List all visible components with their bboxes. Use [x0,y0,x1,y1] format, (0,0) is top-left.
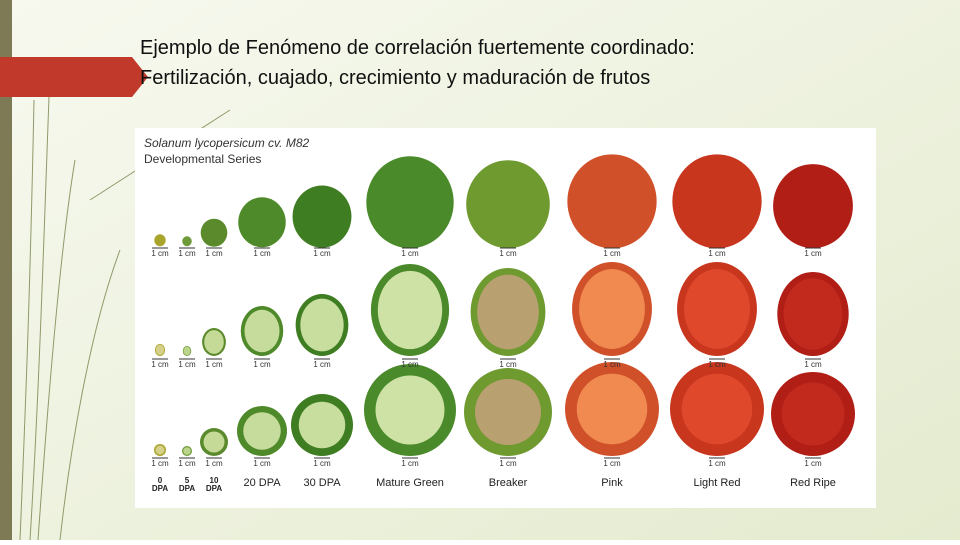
cross-section-flesh [375,375,445,445]
scale-label: 1 cm [205,459,223,468]
whole-fruit [182,236,192,247]
stage-label: DPA [152,484,169,493]
long-section-flesh [204,330,224,354]
scale-label: 1 cm [401,459,419,468]
scale-label: 1 cm [313,459,331,468]
long-section-flesh [183,346,191,356]
scale-label: 1 cm [708,249,726,258]
accent-arrow [0,57,148,97]
scale-label: 1 cm [205,249,223,258]
stage-label: DPA [206,484,223,493]
scale-label: 1 cm [253,249,271,258]
long-section-flesh [579,269,645,349]
title-line: Fertilización, cuajado, crecimiento y ma… [140,67,650,89]
figure-caption: Developmental Series [144,152,261,166]
stage-label: Red Ripe [790,477,836,489]
scale-label: 1 cm [804,360,822,369]
whole-fruit [292,185,352,248]
cross-section-flesh [298,401,346,449]
long-section-flesh [377,270,443,350]
cross-section-flesh [183,447,191,455]
scale-label: 1 cm [253,459,271,468]
long-section-flesh [684,269,750,349]
scale-label: 1 cm [499,360,517,369]
whole-fruit [238,197,286,248]
whole-fruit [773,164,853,249]
scale-label: 1 cm [151,249,169,258]
scale-label: 1 cm [151,360,169,369]
stage-label: Mature Green [376,477,444,489]
stage-label: 5 [185,476,190,485]
stage-label: DPA [179,484,196,493]
scale-label: 1 cm [499,249,517,258]
long-section-flesh [783,278,843,350]
stage-label: 0 [158,476,163,485]
stage-label: Pink [601,477,623,489]
cross-section-flesh [243,412,281,450]
whole-fruit [200,218,228,247]
stage-label: 30 DPA [303,477,341,489]
whole-fruit [154,234,166,247]
cross-section-flesh [475,379,541,445]
stage-label: Light Red [693,477,740,489]
whole-fruit [366,156,454,249]
cross-section-flesh [576,373,648,445]
scale-label: 1 cm [804,249,822,258]
scale-label: 1 cm [205,360,223,369]
stage-label: Breaker [489,477,528,489]
scale-label: 1 cm [313,249,331,258]
scale-label: 1 cm [178,360,196,369]
scale-label: 1 cm [253,360,271,369]
whole-fruit [567,154,657,249]
left-bar [0,0,12,540]
scale-label: 1 cm [603,249,621,258]
stage-label: 20 DPA [243,477,281,489]
title-line: Ejemplo de Fenómeno de correlación fuert… [140,37,695,59]
long-section-flesh [300,298,344,352]
cross-section-flesh [203,431,225,453]
scale-label: 1 cm [708,459,726,468]
whole-fruit [466,160,550,249]
whole-fruit [672,154,762,249]
scale-label: 1 cm [401,360,419,369]
scale-label: 1 cm [178,249,196,258]
scale-label: 1 cm [178,459,196,468]
decor-lines [19,69,231,541]
scale-label: 1 cm [804,459,822,468]
scale-label: 1 cm [603,459,621,468]
long-section-flesh [155,344,165,356]
scale-label: 1 cm [708,360,726,369]
scale-label: 1 cm [603,360,621,369]
long-section-flesh [477,274,539,350]
scale-label: 1 cm [499,459,517,468]
long-section-flesh [244,309,280,353]
scale-label: 1 cm [313,360,331,369]
stage-label: 10 [210,476,219,485]
cross-section-flesh [781,382,845,446]
scale-label: 1 cm [151,459,169,468]
cross-section-flesh [681,373,753,445]
scale-label: 1 cm [401,249,419,258]
figure-caption: Solanum lycopersicum cv. M82 [144,136,309,150]
cross-section-flesh [155,445,165,455]
